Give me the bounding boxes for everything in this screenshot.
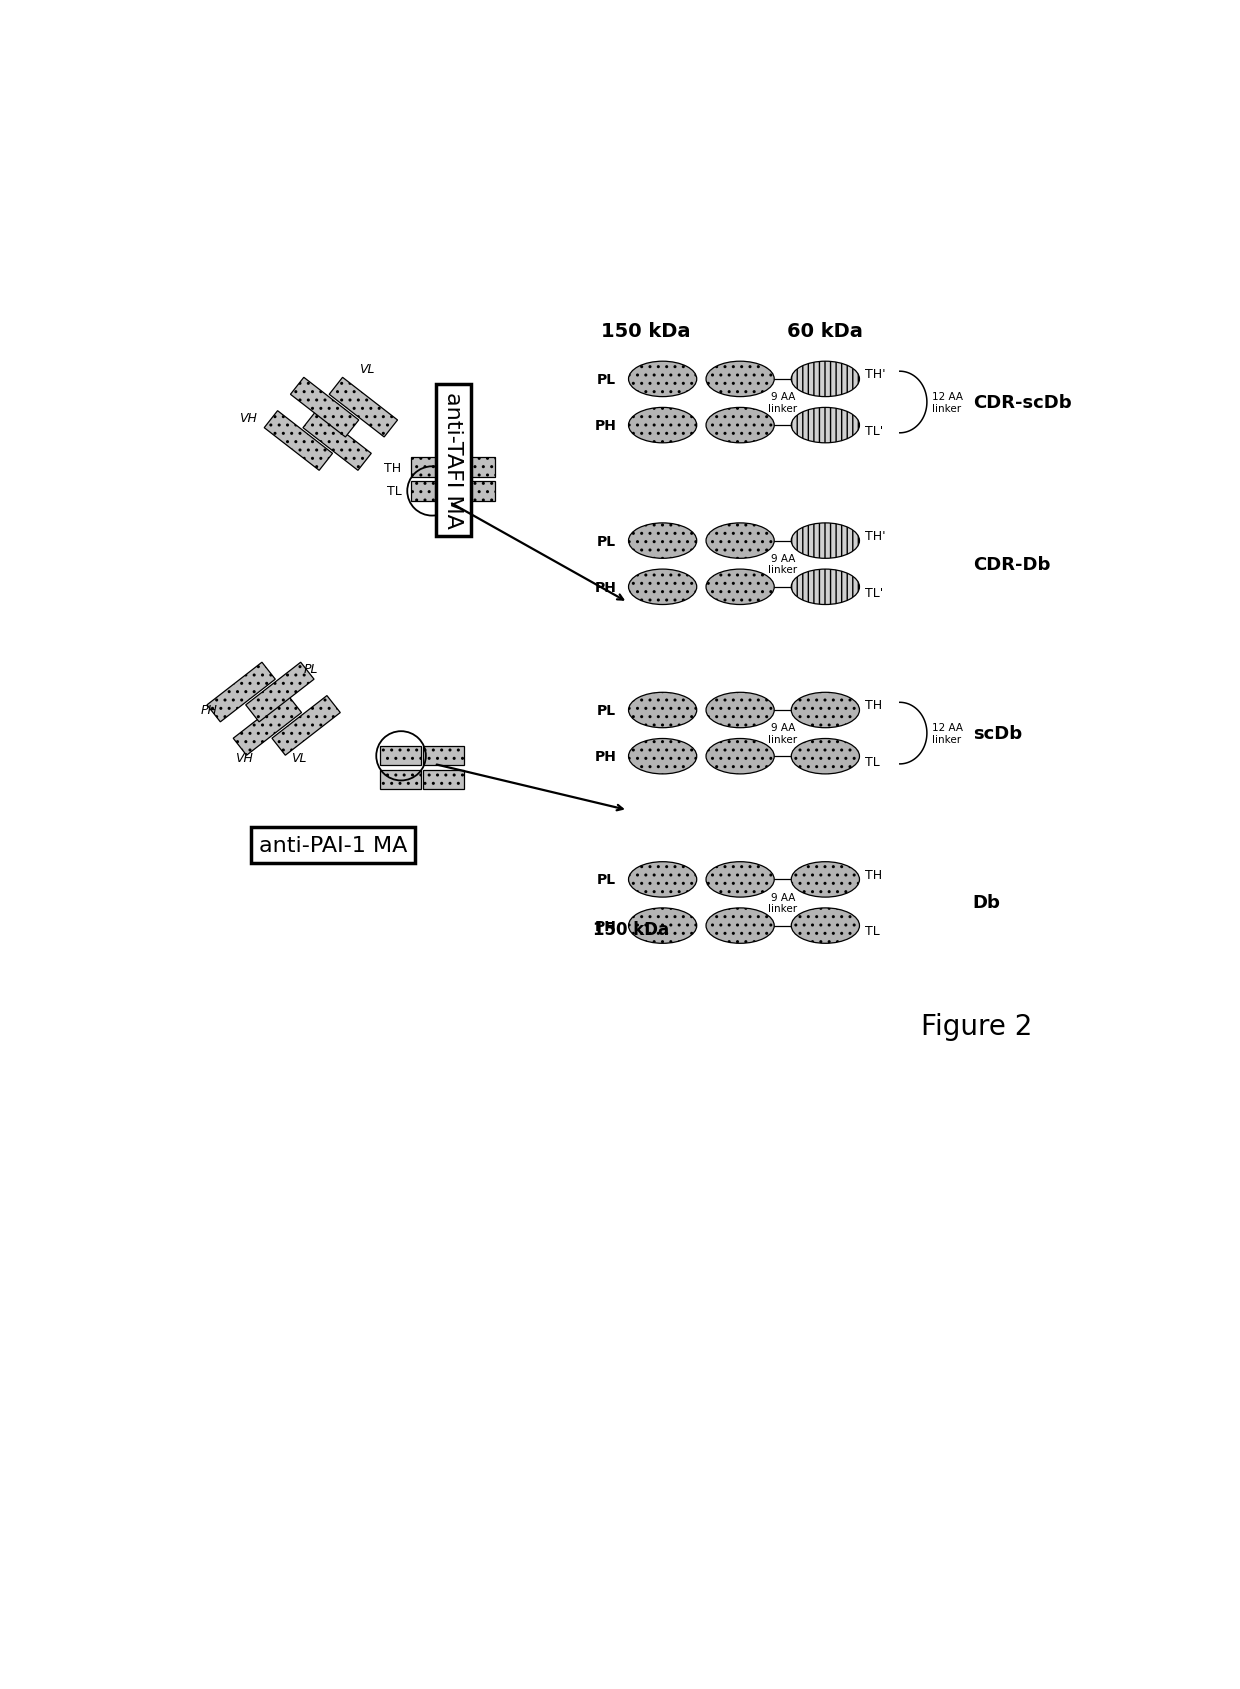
Text: TL: TL	[387, 485, 402, 498]
Text: TL': TL'	[866, 424, 883, 437]
Text: anti-PAI-1 MA: anti-PAI-1 MA	[259, 836, 408, 855]
Ellipse shape	[706, 569, 774, 605]
Text: 150 kDa: 150 kDa	[600, 323, 691, 341]
Text: TH': TH'	[866, 529, 885, 542]
Bar	[233, 696, 301, 755]
Ellipse shape	[706, 524, 774, 559]
Bar	[264, 412, 332, 471]
Text: TH: TH	[866, 868, 882, 882]
Text: TH: TH	[866, 699, 882, 711]
Text: PL: PL	[304, 664, 319, 676]
Text: 12 AA
linker: 12 AA linker	[931, 723, 962, 745]
Ellipse shape	[706, 861, 774, 897]
Text: TH': TH'	[866, 368, 885, 380]
Text: 60 kDa: 60 kDa	[786, 323, 863, 341]
Bar	[303, 412, 371, 471]
Ellipse shape	[706, 692, 774, 728]
Bar	[454, 458, 495, 478]
Ellipse shape	[629, 524, 697, 559]
Text: 9 AA
linker: 9 AA linker	[769, 892, 797, 914]
Bar	[246, 662, 314, 723]
Text: 12 AA
linker: 12 AA linker	[931, 392, 962, 414]
Text: PH: PH	[594, 750, 616, 763]
Ellipse shape	[791, 740, 859, 775]
Text: PH: PH	[594, 919, 616, 932]
Text: TL: TL	[866, 755, 879, 768]
Ellipse shape	[629, 692, 697, 728]
Ellipse shape	[791, 909, 859, 944]
Text: scDb: scDb	[972, 725, 1022, 743]
Ellipse shape	[791, 569, 859, 605]
Text: PL: PL	[596, 373, 616, 387]
Bar	[423, 770, 464, 790]
Ellipse shape	[706, 361, 774, 397]
Ellipse shape	[791, 861, 859, 897]
Ellipse shape	[629, 909, 697, 944]
Text: anti-TAFI MA: anti-TAFI MA	[444, 392, 464, 529]
Bar	[410, 458, 451, 478]
Bar	[290, 378, 358, 437]
Text: PL: PL	[596, 704, 616, 718]
Ellipse shape	[629, 569, 697, 605]
Text: VH: VH	[236, 752, 253, 765]
Text: 150 kDa: 150 kDa	[593, 921, 670, 939]
Text: PH: PH	[594, 419, 616, 432]
Ellipse shape	[629, 740, 697, 775]
Bar	[379, 747, 420, 767]
Bar	[207, 662, 275, 723]
Ellipse shape	[791, 524, 859, 559]
Text: Figure 2: Figure 2	[921, 1012, 1032, 1040]
Ellipse shape	[629, 409, 697, 444]
Bar	[423, 747, 464, 767]
Bar	[272, 696, 340, 755]
Text: PH: PH	[201, 704, 218, 718]
Ellipse shape	[629, 861, 697, 897]
Text: TL: TL	[866, 926, 879, 937]
Bar	[329, 378, 398, 437]
Ellipse shape	[706, 740, 774, 775]
Text: CDR-scDb: CDR-scDb	[972, 394, 1071, 412]
Ellipse shape	[791, 409, 859, 444]
Text: VL: VL	[360, 363, 374, 377]
Ellipse shape	[706, 409, 774, 444]
Ellipse shape	[706, 909, 774, 944]
Text: 9 AA
linker: 9 AA linker	[769, 392, 797, 414]
Text: PL: PL	[596, 873, 616, 887]
Text: 9 AA
linker: 9 AA linker	[769, 723, 797, 745]
Ellipse shape	[791, 692, 859, 728]
Ellipse shape	[791, 361, 859, 397]
Bar	[379, 770, 420, 790]
Text: PH: PH	[594, 581, 616, 595]
Bar	[454, 481, 495, 502]
Text: VL: VL	[290, 752, 306, 765]
Text: Db: Db	[972, 893, 1001, 912]
Text: TL': TL'	[866, 586, 883, 600]
Text: PL: PL	[596, 534, 616, 549]
Text: VH: VH	[239, 412, 257, 424]
Bar	[410, 481, 451, 502]
Text: 9 AA
linker: 9 AA linker	[769, 554, 797, 576]
Ellipse shape	[629, 361, 697, 397]
Text: TH: TH	[384, 461, 402, 475]
Text: CDR-Db: CDR-Db	[972, 556, 1050, 573]
